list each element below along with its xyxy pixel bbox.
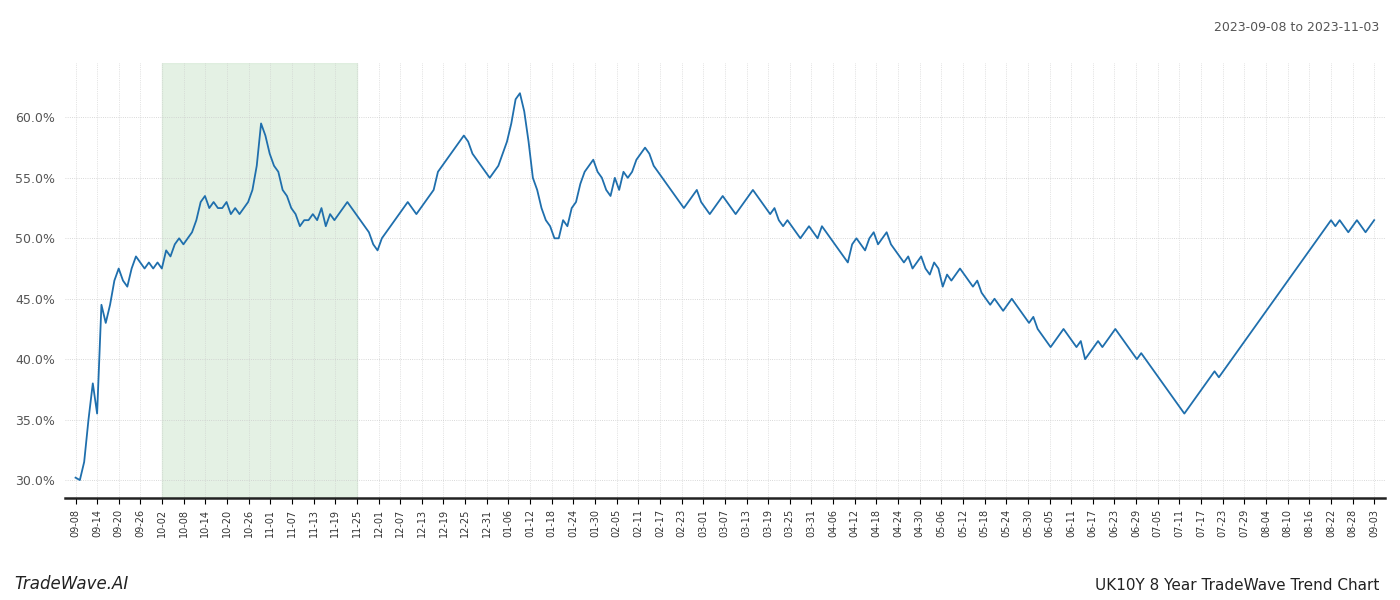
Bar (162, 63, 357, 498)
Text: TradeWave.AI: TradeWave.AI (14, 575, 129, 593)
Text: UK10Y 8 Year TradeWave Trend Chart: UK10Y 8 Year TradeWave Trend Chart (1095, 578, 1379, 593)
Text: 2023-09-08 to 2023-11-03: 2023-09-08 to 2023-11-03 (1214, 21, 1379, 34)
